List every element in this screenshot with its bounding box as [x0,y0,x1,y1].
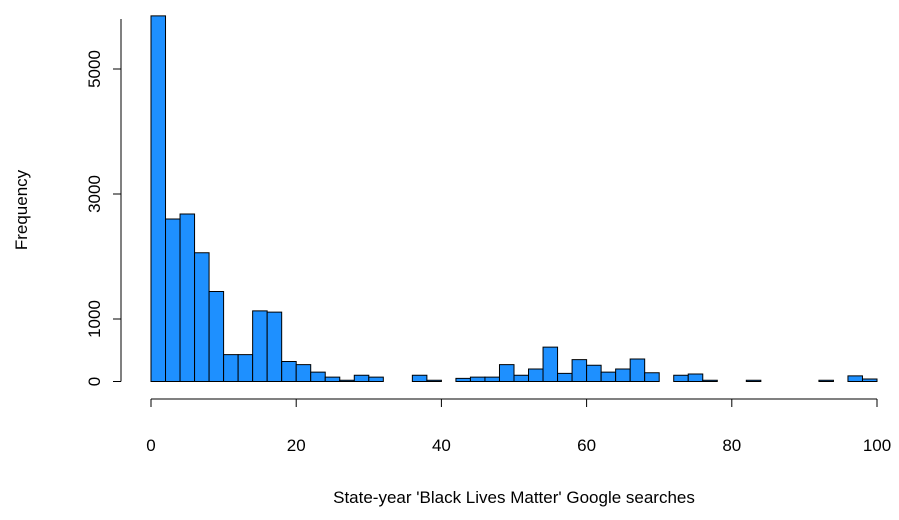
histogram-bar [674,375,689,381]
histogram-bar [630,359,645,382]
histogram-bar [601,372,616,381]
histogram-bar [180,214,195,382]
histogram-bar [572,360,587,382]
x-tick-label: 80 [722,436,741,455]
histogram-bar [412,375,427,381]
x-tick-label: 100 [863,436,891,455]
y-tick-label: 3000 [85,175,104,213]
histogram-bar [587,365,602,381]
x-tick-label: 40 [432,436,451,455]
histogram-bar [253,311,268,382]
y-axis: 0 1000 3000 5000 [85,19,121,386]
histogram-bar [848,376,863,382]
histogram-bar [224,355,239,382]
histogram-bar [470,377,485,381]
x-tick-label: 0 [146,436,155,455]
histogram-bar [514,375,529,381]
histogram-bar [354,375,369,381]
histogram-bars [151,16,877,382]
histogram-bar [311,372,326,381]
y-tick-label: 1000 [85,300,104,338]
x-axis: 0 20 40 60 80 100 [146,399,891,455]
histogram-bar [499,365,514,382]
histogram-bar [703,380,718,381]
histogram-bar [688,374,703,382]
histogram-bar [819,380,834,381]
histogram-bar [238,355,253,382]
histogram-bar [456,378,471,381]
histogram-bar [151,16,166,382]
histogram-bar [296,365,311,382]
histogram-bar [558,373,573,381]
histogram-bar [209,292,224,382]
y-axis-label: Frequency [12,169,31,250]
x-tick-label: 60 [577,436,596,455]
histogram-bar [427,380,442,381]
histogram-bar [195,253,210,382]
histogram-bar [485,377,500,381]
histogram-bar [340,380,355,381]
x-tick-label: 20 [287,436,306,455]
histogram-bar [166,219,181,382]
histogram-bar [543,347,558,381]
histogram-bar [282,362,297,382]
histogram-bar [369,377,384,381]
histogram-bar [862,379,877,382]
x-axis-label: State-year 'Black Lives Matter' Google s… [333,488,695,507]
histogram-bar [529,369,544,382]
y-tick-label: 0 [85,377,104,386]
histogram-bar [645,373,660,382]
y-tick-label: 5000 [85,50,104,88]
histogram-bar [325,377,340,381]
histogram-bar [746,380,761,381]
histogram-bar [267,312,282,381]
histogram-bar [616,369,631,382]
